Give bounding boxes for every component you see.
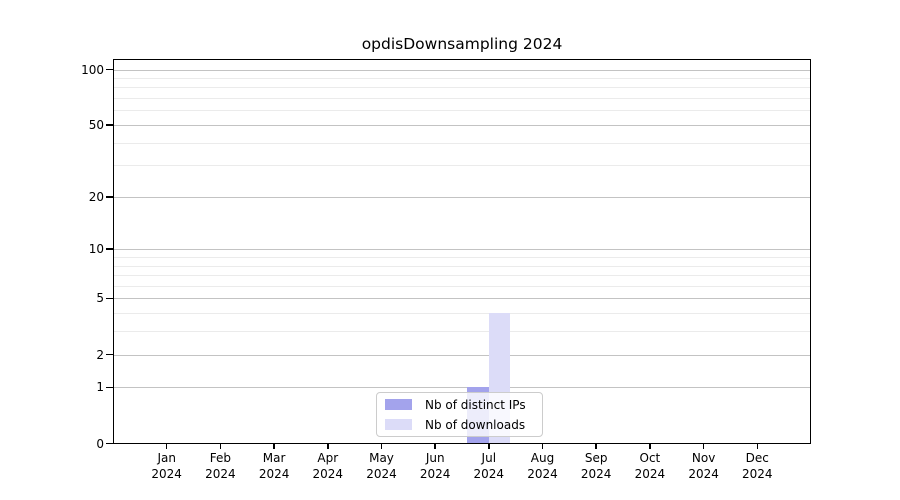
x-tick-month: Jan [157, 451, 176, 465]
x-tick-label: Jun 2024 [403, 451, 467, 482]
major-gridline [113, 124, 811, 126]
x-tick-month: May [369, 451, 394, 465]
x-tick-label: Mar 2024 [242, 451, 306, 482]
x-tick-month: Dec [745, 451, 769, 465]
y-tick-label: 1 [96, 380, 104, 395]
x-tick-label: Nov 2024 [672, 451, 736, 482]
x-tick-label: May 2024 [350, 451, 414, 482]
major-gridline [113, 249, 811, 251]
y-tick-mark [106, 124, 113, 126]
legend-label: Nb of downloads [425, 417, 526, 432]
x-tick-month: Nov [691, 451, 716, 465]
y-tick-label: 5 [96, 291, 104, 306]
x-tick-month: Apr [317, 451, 339, 465]
x-tick-year: 2024 [419, 466, 451, 481]
x-tick-mark [702, 444, 705, 449]
x-tick-year: 2024 [634, 466, 666, 481]
y-tick-label: 10 [88, 242, 104, 257]
x-tick-month: Jul [481, 451, 497, 465]
x-tick-year: 2024 [527, 466, 558, 481]
major-gridline [113, 298, 811, 300]
x-tick-year: 2024 [366, 466, 397, 481]
x-tick-mark [273, 444, 275, 449]
x-tick-year: 2024 [580, 466, 612, 481]
major-gridline [113, 69, 811, 71]
minor-gridline [113, 256, 811, 258]
x-tick-label: Jan 2024 [135, 451, 199, 482]
plot-area [113, 59, 811, 444]
x-tick-month: Jun [425, 451, 445, 465]
minor-gridline [113, 110, 811, 112]
minor-gridline [113, 313, 811, 315]
y-tick-label: 20 [88, 189, 104, 204]
x-tick-year: 2024 [742, 466, 773, 481]
y-tick-label: 50 [88, 117, 104, 132]
major-gridline [113, 387, 811, 389]
y-tick-label: 100 [81, 62, 104, 77]
x-tick-mark [756, 444, 759, 449]
x-tick-mark [219, 444, 222, 449]
x-tick-label: Jul 2024 [457, 451, 521, 482]
x-tick-mark [327, 444, 329, 449]
y-tick-mark [106, 297, 113, 300]
x-tick-month: Feb [209, 451, 232, 465]
y-tick-mark [106, 196, 113, 198]
x-tick-label: Apr 2024 [296, 451, 360, 482]
y-tick-label: 0 [96, 436, 104, 451]
x-tick-mark [595, 444, 597, 449]
x-tick-label: Sep 2024 [564, 451, 628, 482]
legend: Nb of distinct IPs Nb of downloads [376, 392, 543, 437]
minor-gridline [113, 165, 811, 167]
legend-swatch [385, 399, 412, 410]
y-tick-mark [106, 68, 113, 71]
chart-title: opdisDownsampling 2024 [361, 35, 563, 53]
legend-row: Nb of downloads [385, 418, 542, 432]
x-tick-mark [649, 444, 651, 449]
legend-row: Nb of distinct IPs [385, 398, 542, 412]
x-tick-year: 2024 [473, 466, 505, 481]
legend-swatch [385, 419, 412, 430]
x-tick-year: 2024 [312, 466, 344, 481]
minor-gridline [113, 142, 811, 144]
x-tick-year: 2024 [205, 466, 236, 481]
x-tick-mark [434, 444, 436, 449]
minor-gridline [113, 275, 811, 276]
y-tick-mark [106, 442, 113, 445]
minor-gridline [113, 285, 811, 287]
minor-gridline [113, 265, 811, 267]
major-gridline [113, 354, 811, 356]
x-tick-year: 2024 [258, 466, 290, 481]
legend-label: Nb of distinct IPs [425, 397, 526, 412]
minor-gridline [113, 78, 811, 79]
x-tick-label: Aug 2024 [511, 451, 575, 482]
x-tick-mark [541, 444, 544, 449]
x-tick-month: Aug [530, 451, 555, 465]
major-gridline [113, 196, 811, 198]
x-tick-mark [165, 444, 168, 449]
x-tick-month: Oct [639, 451, 661, 465]
x-tick-mark [380, 444, 383, 449]
y-tick-mark [106, 353, 113, 356]
y-tick-label: 2 [96, 347, 104, 362]
y-tick-mark [106, 248, 113, 250]
x-tick-label: Oct 2024 [618, 451, 682, 482]
x-tick-label: Feb 2024 [188, 451, 252, 482]
x-tick-month: Mar [262, 451, 286, 465]
y-tick-mark [106, 386, 113, 389]
x-tick-label: Dec 2024 [725, 451, 789, 482]
x-tick-year: 2024 [151, 466, 182, 481]
minor-gridline [113, 87, 811, 89]
minor-gridline [113, 331, 811, 333]
x-tick-mark [488, 444, 490, 449]
x-tick-year: 2024 [688, 466, 719, 481]
x-tick-month: Sep [584, 451, 608, 465]
minor-gridline [113, 98, 811, 100]
